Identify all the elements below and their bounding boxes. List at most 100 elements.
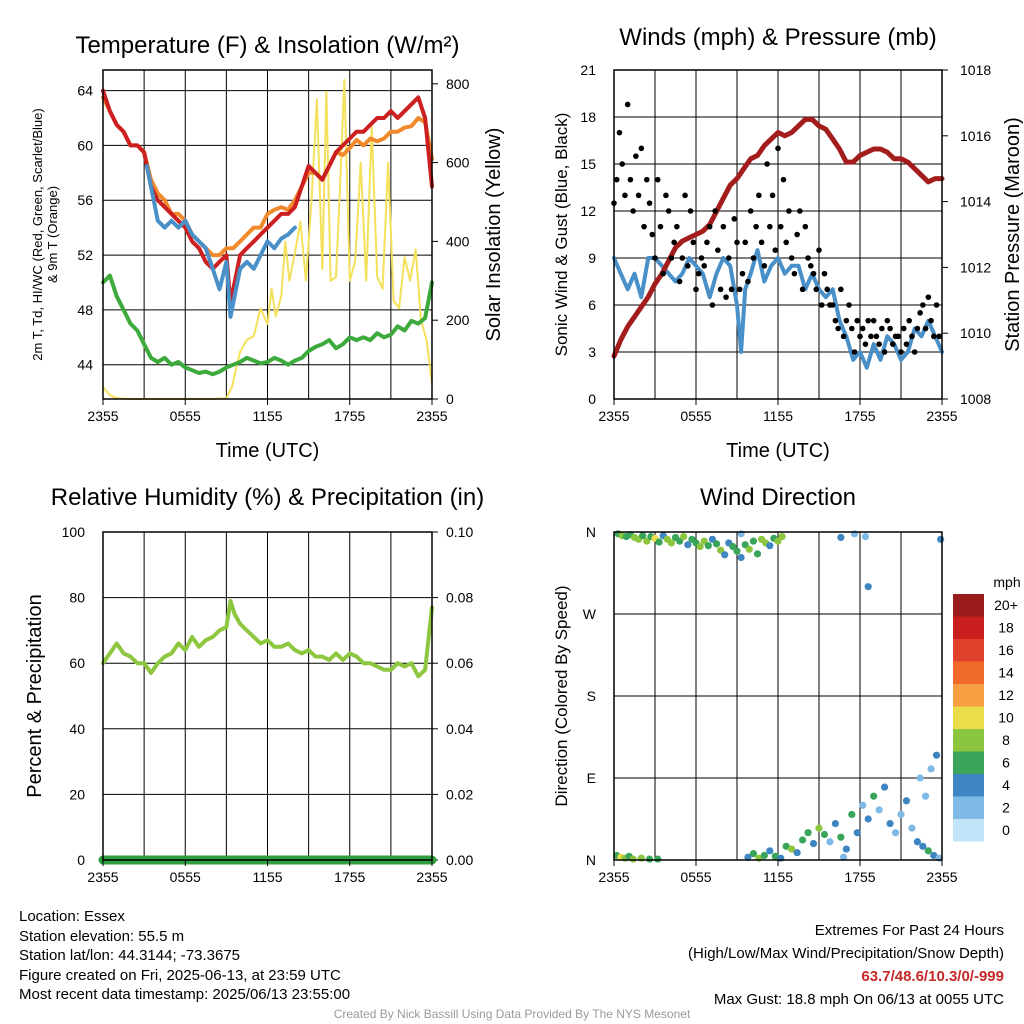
winds-gust-point bbox=[747, 208, 754, 214]
winds-gust-point bbox=[717, 286, 724, 293]
winds-gust-point bbox=[767, 223, 773, 230]
colorbar-label: 4 bbox=[1002, 777, 1010, 793]
winds-gust-point bbox=[665, 208, 672, 214]
winds-y-label: Sonic Wind & Gust (Blue, Black) bbox=[552, 113, 571, 357]
wind_direction-x-tick-label: 1155 bbox=[763, 869, 793, 885]
wind-direction-point bbox=[831, 819, 840, 828]
winds-y2-tick-label: 1008 bbox=[960, 391, 991, 407]
wind-direction-point bbox=[930, 851, 938, 860]
winds-gust-point bbox=[931, 333, 937, 340]
speed-colorbar: mph 20+ 18 16 14 12 10 8 6 4 2 0 bbox=[953, 574, 1021, 842]
latlon-text: Station lat/lon: 44.3144; -73.3675 bbox=[19, 947, 241, 964]
winds-panel: 0 3 6 9 12 15 18 21 1008 1010 1012 1014 1016 1018 2355… bbox=[552, 24, 1024, 462]
winds-gust-point bbox=[758, 239, 765, 246]
winds-gust-point bbox=[638, 145, 645, 152]
temperature-x-tick-label: 1155 bbox=[252, 408, 282, 424]
wind-direction-point bbox=[870, 792, 878, 800]
wind_direction-x-tick-label: 0555 bbox=[680, 869, 711, 885]
temperature-y-label-line2: & 9m T (Orange) bbox=[45, 186, 60, 283]
colorbar-label: 0 bbox=[1002, 822, 1010, 838]
wind-direction-point bbox=[799, 836, 807, 844]
humidity-y-tick-label: 20 bbox=[69, 786, 85, 802]
temperature-x-tick-label: 2355 bbox=[87, 408, 118, 424]
colorbar-label: 8 bbox=[1002, 732, 1010, 748]
winds-gust-point bbox=[668, 255, 675, 261]
temperature-y2-label: Solar Insolation (Yellow) bbox=[483, 128, 505, 342]
credit-text: Created By Nick Bassill Using Data Provi… bbox=[333, 1007, 691, 1021]
winds-gust-point bbox=[742, 239, 748, 246]
winds-gust-point bbox=[810, 270, 817, 277]
winds-gust-point bbox=[786, 208, 792, 214]
wind-direction-point bbox=[655, 538, 663, 546]
winds-gust-point bbox=[854, 317, 861, 324]
colorbar-swatch bbox=[953, 684, 984, 707]
winds-gust-point bbox=[900, 325, 907, 332]
humidity-y-tick-label: 40 bbox=[69, 721, 85, 737]
colorbar-label: 16 bbox=[998, 642, 1014, 658]
humidity-x-tick-label: 1755 bbox=[334, 869, 365, 885]
winds-x-tick-label: 2355 bbox=[598, 408, 629, 424]
wind-direction-point bbox=[778, 532, 786, 541]
wind-direction-point bbox=[826, 838, 834, 846]
winds-x-tick-label: 1755 bbox=[844, 408, 875, 424]
wind-direction-point bbox=[886, 819, 894, 828]
wind-direction-point bbox=[809, 840, 818, 848]
wind-direction-point bbox=[864, 815, 872, 823]
winds-gust-point bbox=[925, 294, 932, 300]
humidity-y-tick-label: 80 bbox=[69, 590, 85, 606]
winds-gust-point bbox=[835, 325, 841, 332]
winds-gust-point bbox=[818, 302, 825, 308]
winds-gust-point bbox=[715, 247, 721, 253]
wind-direction-point bbox=[902, 797, 911, 805]
winds-gust-point bbox=[619, 161, 625, 167]
elevation-text: Station elevation: 55.5 m bbox=[19, 927, 185, 945]
wind-direction-point bbox=[842, 845, 850, 853]
winds-gust-point bbox=[756, 192, 762, 199]
wind-direction-point bbox=[745, 545, 753, 553]
humidity-y-tick-label: 0 bbox=[77, 852, 85, 868]
winds-gust-point bbox=[884, 317, 891, 324]
winds-gust-point bbox=[764, 161, 770, 167]
wind-direction-y-tick-label: E bbox=[587, 770, 596, 786]
wind-direction-point bbox=[712, 540, 721, 548]
winds-gust-point bbox=[870, 317, 877, 324]
wind-direction-point bbox=[667, 539, 676, 547]
wind-direction-y-tick-label: S bbox=[587, 688, 596, 704]
extremes-info: Extremes For Past 24 Hours (High/Low/Max… bbox=[688, 919, 1004, 1011]
winds-gust-point bbox=[911, 349, 918, 355]
wind-direction-point bbox=[924, 847, 932, 855]
wind-direction-point bbox=[766, 847, 774, 855]
winds-gust-point bbox=[630, 208, 636, 214]
winds-y-tick-label: 21 bbox=[580, 62, 596, 78]
humidity-y2-tick-label: 0.00 bbox=[446, 852, 473, 868]
winds-gust-point bbox=[646, 200, 653, 206]
winds-gust-point bbox=[627, 176, 634, 183]
winds-gust-point bbox=[788, 255, 795, 261]
wind-direction-point bbox=[913, 838, 922, 846]
temperature-y-tick-label: 56 bbox=[77, 192, 93, 208]
winds-gust-point bbox=[906, 317, 912, 324]
wind-direction-point bbox=[639, 532, 647, 540]
wind-direction-y-label: Direction (Colored By Speed) bbox=[552, 585, 571, 806]
winds-gust-point bbox=[687, 208, 694, 214]
wind-direction-point bbox=[704, 542, 712, 550]
colorbar-title: mph bbox=[993, 574, 1020, 590]
winds-gust-point bbox=[794, 231, 800, 238]
winds-gust-point bbox=[723, 294, 729, 300]
colorbar-swatch bbox=[953, 616, 984, 639]
winds-gust-point bbox=[862, 341, 869, 347]
winds-gust-point bbox=[865, 317, 871, 324]
wind-direction-point bbox=[721, 551, 729, 559]
wind-direction-point bbox=[861, 532, 870, 541]
winds-gust-point bbox=[857, 333, 863, 340]
winds-gust-point bbox=[936, 333, 943, 340]
winds-y-tick-label: 3 bbox=[588, 344, 596, 360]
temperature-y2-tick-label: 800 bbox=[446, 76, 470, 92]
humidity-y2-tick-label: 0.02 bbox=[446, 786, 473, 802]
winds-gust-point bbox=[783, 239, 789, 246]
wind-direction-point bbox=[927, 765, 935, 773]
winds-title: Winds (mph) & Pressure (mb) bbox=[619, 24, 936, 51]
winds-gust-point bbox=[887, 325, 893, 332]
winds-y-tick-label: 9 bbox=[588, 250, 596, 266]
winds-gust-point bbox=[772, 247, 779, 253]
